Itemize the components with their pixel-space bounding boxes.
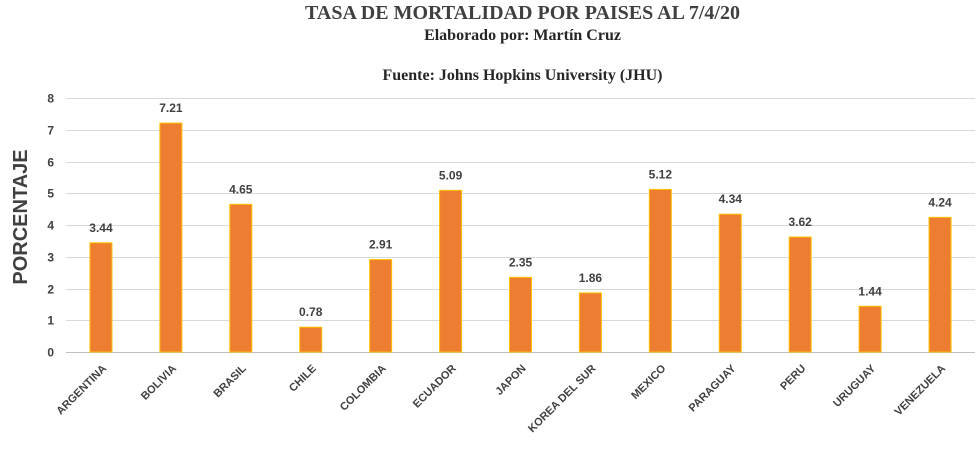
x-tick-label: KOREA DEL SUR <box>526 363 598 435</box>
bar <box>788 236 812 353</box>
chart-source: Fuente: Johns Hopkins University (JHU) <box>382 67 663 84</box>
data-label: 1.44 <box>858 284 882 298</box>
data-label: 1.86 <box>579 271 603 285</box>
bar <box>89 242 113 353</box>
x-tick-label: PARAGUAY <box>687 362 739 414</box>
y-tick-label: 8 <box>47 92 54 106</box>
bar <box>648 188 672 353</box>
y-tick-label: 7 <box>47 124 54 138</box>
data-label: 5.12 <box>649 167 673 181</box>
x-tick-label: BRASIL <box>211 362 249 400</box>
data-label: 4.24 <box>928 195 952 209</box>
data-label: 7.21 <box>159 101 183 115</box>
x-tick-label: URUGUAY <box>831 362 879 410</box>
x-tick-label: ARGENTINA <box>54 363 109 418</box>
data-label: 3.62 <box>789 215 813 229</box>
chart-title: TASA DE MORTALIDAD POR PAISES AL 7/4/20 <box>305 2 740 24</box>
y-tick-label: 2 <box>47 283 54 297</box>
bar <box>439 189 463 353</box>
y-axis-ticks: 0 1 2 3 4 5 6 7 8 <box>47 92 54 360</box>
x-tick-label: BOLIVIA <box>139 363 179 403</box>
y-tick-label: 3 <box>47 251 54 265</box>
x-tick-label: COLOMBIA <box>338 363 389 414</box>
x-tick-label: CHILE <box>287 363 319 395</box>
bar <box>509 276 532 353</box>
data-label: 3.44 <box>89 221 113 235</box>
bar <box>299 326 323 353</box>
x-tick-label: VENEZUELA <box>893 363 949 419</box>
bar <box>229 203 253 353</box>
x-tick-label: ECUADOR <box>411 363 459 411</box>
data-label: 4.34 <box>719 192 743 206</box>
bar <box>369 259 393 353</box>
y-tick-label: 0 <box>47 346 54 360</box>
y-axis-label: PORCENTAJE <box>10 149 32 284</box>
bar <box>159 122 183 353</box>
data-label: 2.91 <box>369 238 393 252</box>
data-label: 0.78 <box>299 305 323 319</box>
bar <box>718 213 742 353</box>
bar <box>578 292 602 353</box>
data-label: 4.65 <box>229 182 253 196</box>
x-tick-label: JAPON <box>493 363 528 398</box>
data-labels: 3.44 7.21 4.65 0.78 2.91 5.09 2.35 1.86 5.12 4.34… <box>89 101 952 319</box>
chart-subtitle: Elaborado por: Martín Cruz <box>424 27 621 44</box>
x-tick-label: MEXICO <box>629 362 668 401</box>
data-label: 2.35 <box>509 255 533 269</box>
x-tick-label: PERU <box>778 363 808 393</box>
y-tick-label: 6 <box>47 156 54 170</box>
y-tick-label: 4 <box>47 219 54 233</box>
y-tick-label: 1 <box>47 314 54 328</box>
bar <box>858 305 882 353</box>
bars <box>89 122 952 353</box>
bar <box>928 216 952 353</box>
x-axis-labels: ARGENTINA BOLIVIA BRASIL CHILE COLOMBIA ECUAD… <box>54 362 948 435</box>
data-label: 5.09 <box>439 168 463 182</box>
y-tick-label: 5 <box>47 187 54 201</box>
